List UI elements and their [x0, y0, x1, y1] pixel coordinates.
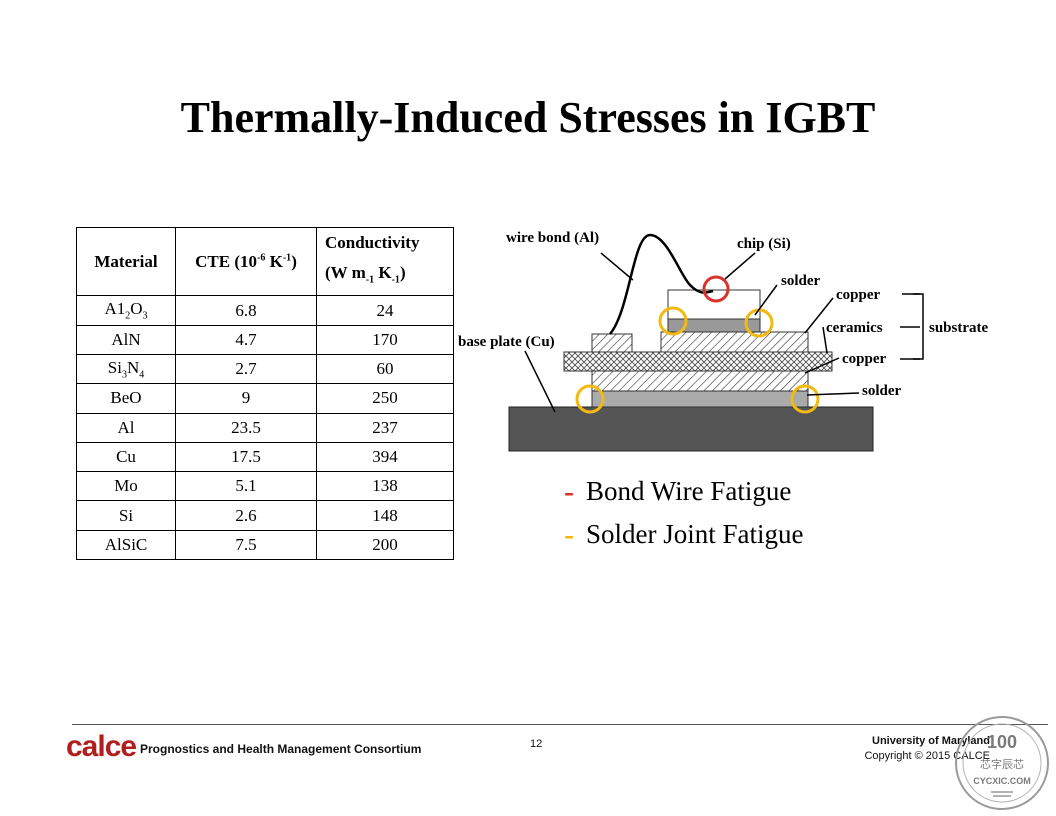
base-solder-highlight-left — [575, 384, 605, 414]
page-number: 12 — [530, 738, 543, 750]
copyright-text: Copyright © 2015 CALCE — [864, 750, 990, 762]
bullet-solder-joint-fatigue: - Solder Joint Fatigue — [564, 513, 804, 556]
svg-text:100: 100 — [987, 732, 1017, 752]
header-cte: CTE (10-6 K-1) — [175, 226, 317, 297]
cell-cte: 17.5 — [175, 441, 317, 473]
bullet-text: Solder Joint Fatigue — [586, 519, 804, 549]
label-solder-top: solder — [781, 273, 821, 289]
cell-cte: 6.8 — [175, 295, 317, 326]
cell-conductivity: 60 — [316, 353, 454, 385]
bond-wire-highlight — [702, 275, 730, 303]
header-material: Material — [76, 226, 176, 297]
table-row: AlN 4.7 170 — [76, 324, 454, 355]
cell-conductivity: 394 — [316, 441, 454, 473]
table-row: Si 2.6 148 — [76, 500, 454, 531]
cell-cte: 7.5 — [175, 529, 317, 561]
cell-material: Si — [76, 500, 176, 531]
cell-cte: 4.7 — [175, 324, 317, 355]
top-copper-pad-right — [660, 331, 809, 353]
cell-conductivity: 200 — [316, 529, 454, 561]
label-copper-bottom: copper — [842, 351, 887, 367]
cell-cte: 2.6 — [175, 500, 317, 531]
consortium-name: Prognostics and Health Management Consor… — [140, 742, 422, 756]
materials-table: Material CTE (10-6 K-1) Conductivity (W m… — [76, 226, 454, 561]
cell-conductivity: 24 — [316, 295, 454, 326]
cell-material: Mo — [76, 471, 176, 502]
bullet-text: Bond Wire Fatigue — [586, 476, 792, 506]
igbt-cross-section-diagram: wire bond (Al) chip (Si) solder copper c… — [458, 230, 989, 452]
base-solder-highlight-right — [790, 384, 820, 414]
label-base-plate: base plate (Cu) — [458, 334, 555, 350]
header-conductivity: Conductivity (W m-1 K-1) — [316, 226, 454, 297]
cell-conductivity: 237 — [316, 412, 454, 443]
cell-conductivity: 250 — [316, 383, 454, 414]
cell-material: Si3N4 — [76, 353, 176, 385]
cell-conductivity: 148 — [316, 500, 454, 531]
failure-modes-list: - Bond Wire Fatigue - Solder Joint Fatig… — [564, 470, 804, 556]
bottom-copper-layer — [591, 370, 809, 392]
svg-text:芯字辰芯: 芯字辰芯 — [980, 757, 1024, 771]
cell-cte: 2.7 — [175, 353, 317, 385]
cell-cte: 5.1 — [175, 471, 317, 502]
table-row: Cu 17.5 394 — [76, 441, 454, 473]
bullet-dash: - — [564, 517, 574, 551]
table-row: Al 23.5 237 — [76, 412, 454, 443]
chip — [667, 289, 761, 320]
table-row: Si3N4 2.7 60 — [76, 353, 454, 385]
table-header-row: Material CTE (10-6 K-1) Conductivity (W m… — [76, 226, 454, 297]
bullet-dash: - — [564, 474, 574, 508]
bond-wire — [609, 233, 714, 335]
cell-material: Cu — [76, 441, 176, 473]
cell-material: A12O3 — [76, 295, 176, 326]
bottom-solder-layer — [591, 390, 809, 408]
label-copper-top: copper — [836, 287, 881, 303]
label-solder-bottom: solder — [862, 383, 902, 399]
table-row: Mo 5.1 138 — [76, 471, 454, 502]
footer-divider — [72, 724, 1048, 725]
top-copper-pad-left — [591, 333, 633, 353]
cell-cte: 9 — [175, 383, 317, 414]
slide-title: Thermally-Induced Stresses in IGBT — [180, 93, 876, 142]
cell-conductivity: 170 — [316, 324, 454, 355]
cell-cte: 23.5 — [175, 412, 317, 443]
label-wire-bond: wire bond (Al) — [506, 230, 599, 246]
base-plate — [508, 406, 874, 452]
bullet-bond-wire-fatigue: - Bond Wire Fatigue — [564, 470, 804, 513]
table-row: BeO 9 250 — [76, 383, 454, 414]
cell-material: BeO — [76, 383, 176, 414]
cell-conductivity: 138 — [316, 471, 454, 502]
watermark-stamp: 100 芯字辰芯 CYCXIC.COM — [955, 716, 1049, 810]
table-row: AlSiC 7.5 200 — [76, 529, 454, 561]
label-substrate: substrate — [929, 320, 989, 336]
calce-logo: calce — [66, 730, 137, 763]
cell-material: Al — [76, 412, 176, 443]
label-ceramics: ceramics — [826, 320, 883, 336]
svg-text:CYCXIC.COM: CYCXIC.COM — [973, 776, 1031, 786]
cell-material: AlN — [76, 324, 176, 355]
table-row: A12O3 6.8 24 — [76, 295, 454, 326]
label-chip: chip (Si) — [737, 236, 791, 252]
ceramics-layer — [563, 351, 833, 372]
cell-material: AlSiC — [76, 529, 176, 561]
chip-solder-highlight-left — [658, 306, 688, 336]
